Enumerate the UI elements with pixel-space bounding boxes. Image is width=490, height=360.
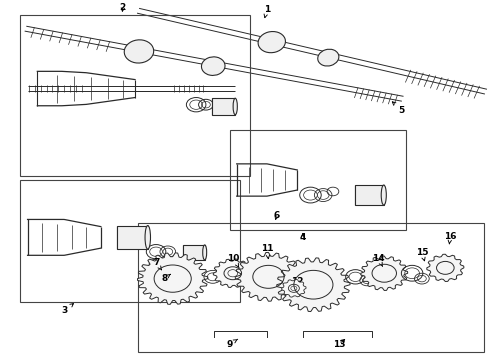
Text: 4: 4 bbox=[299, 233, 306, 242]
Polygon shape bbox=[213, 259, 252, 288]
Ellipse shape bbox=[258, 32, 286, 53]
Text: 14: 14 bbox=[372, 255, 385, 266]
Text: 12: 12 bbox=[292, 276, 304, 285]
Text: 8: 8 bbox=[161, 274, 171, 283]
Polygon shape bbox=[361, 256, 408, 291]
Text: 13: 13 bbox=[333, 339, 345, 349]
Text: 7: 7 bbox=[153, 258, 162, 270]
Ellipse shape bbox=[381, 185, 386, 205]
Text: 11: 11 bbox=[261, 244, 273, 259]
Ellipse shape bbox=[124, 40, 154, 63]
Text: 15: 15 bbox=[416, 248, 428, 261]
Bar bbox=[230, 130, 406, 230]
Polygon shape bbox=[282, 279, 306, 297]
Ellipse shape bbox=[203, 245, 207, 260]
Text: 3: 3 bbox=[61, 303, 74, 315]
Text: 10: 10 bbox=[227, 254, 240, 268]
Text: 9: 9 bbox=[226, 339, 238, 349]
Text: 16: 16 bbox=[444, 232, 457, 244]
Polygon shape bbox=[138, 253, 208, 304]
Polygon shape bbox=[427, 254, 464, 282]
Bar bbox=[355, 185, 384, 205]
Text: 6: 6 bbox=[273, 211, 280, 220]
Text: 2: 2 bbox=[120, 3, 126, 12]
Ellipse shape bbox=[233, 98, 237, 115]
Bar bbox=[118, 226, 148, 249]
Ellipse shape bbox=[145, 226, 150, 249]
Ellipse shape bbox=[318, 49, 339, 66]
Text: 5: 5 bbox=[392, 102, 404, 114]
Ellipse shape bbox=[201, 57, 225, 76]
Bar bbox=[183, 245, 205, 260]
Polygon shape bbox=[235, 252, 302, 301]
Bar bbox=[20, 180, 240, 302]
Bar bbox=[138, 223, 485, 352]
Polygon shape bbox=[277, 258, 350, 311]
Bar bbox=[212, 98, 235, 115]
Bar bbox=[20, 15, 250, 176]
Text: 1: 1 bbox=[264, 5, 270, 18]
